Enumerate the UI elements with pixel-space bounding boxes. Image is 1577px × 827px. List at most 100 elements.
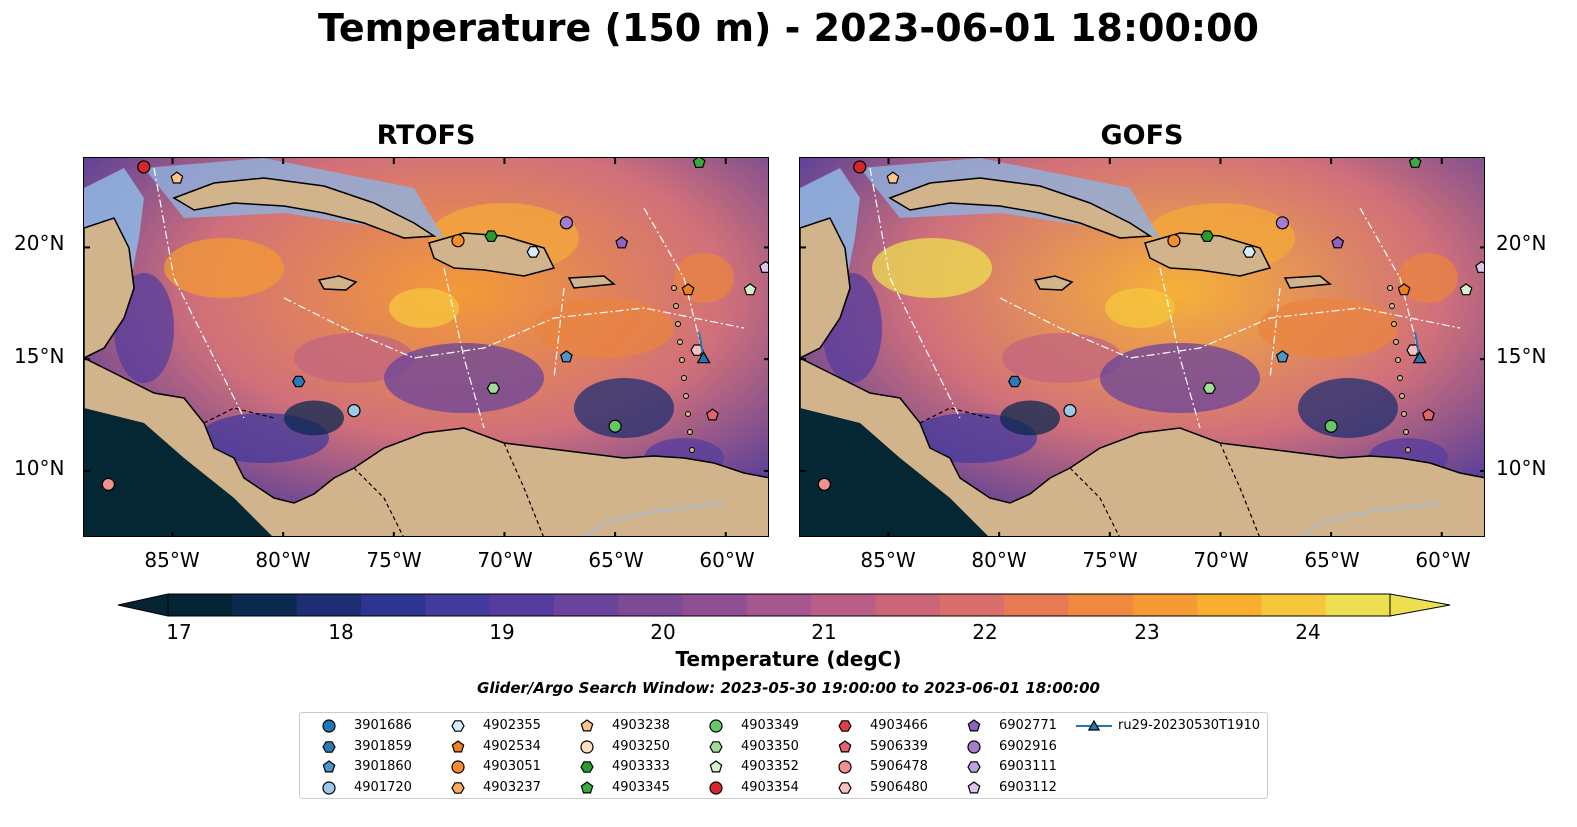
float-4901720-marker bbox=[347, 403, 361, 418]
legend-label: 4902534 bbox=[483, 738, 541, 754]
legend-pentagon-icon bbox=[709, 760, 723, 773]
legend-label: 4903250 bbox=[612, 738, 670, 754]
legend-label: 6903112 bbox=[999, 779, 1057, 795]
colorbar-segment bbox=[425, 594, 491, 616]
legend-hexagon-icon bbox=[451, 720, 465, 732]
colorbar-segment bbox=[1132, 594, 1198, 616]
float-5906478-marker bbox=[817, 477, 831, 491]
colorbar-tick-24: 24 bbox=[1295, 620, 1321, 644]
lon-label-80w: 80°W bbox=[971, 548, 1027, 572]
gofs-map[interactable] bbox=[799, 157, 1485, 537]
legend-pentagon-icon bbox=[838, 739, 852, 752]
rtofs-map[interactable] bbox=[83, 157, 769, 537]
colorbar-tick-20: 20 bbox=[650, 620, 676, 644]
cuba-land bbox=[172, 177, 437, 239]
temperature-patch bbox=[574, 378, 674, 438]
legend-hexagon-icon bbox=[580, 761, 594, 773]
antilles-island bbox=[681, 375, 687, 381]
colorbar-tick-21: 21 bbox=[811, 620, 837, 644]
legend-label: 4903354 bbox=[741, 779, 799, 795]
float-5906478-marker bbox=[101, 477, 115, 491]
pacific-ocean bbox=[800, 408, 988, 536]
legend-label: 4903466 bbox=[870, 718, 928, 733]
legend-label: 3901860 bbox=[354, 759, 412, 774]
colorbar-segment bbox=[875, 594, 941, 616]
float-6903112-marker bbox=[1475, 260, 1484, 274]
float-3901860-marker bbox=[1275, 350, 1289, 363]
jamaica-land bbox=[317, 275, 358, 291]
float-4903333-marker bbox=[484, 230, 498, 243]
rtofs-panel-title: RTOFS bbox=[376, 120, 476, 151]
temperature-colorbar bbox=[117, 593, 1451, 617]
float-4902534-marker bbox=[1397, 283, 1411, 296]
temperature-patch bbox=[534, 298, 674, 358]
legend-label: 4903345 bbox=[612, 779, 670, 795]
central-south-america-land bbox=[84, 357, 768, 536]
legend-hexagon-icon bbox=[451, 781, 465, 794]
lat-label-left-10n: 10°N bbox=[14, 456, 65, 480]
antilles-island bbox=[1403, 429, 1409, 435]
float-4903345-marker bbox=[1408, 158, 1422, 168]
legend-label: 4903352 bbox=[741, 759, 799, 774]
antilles-island bbox=[1397, 375, 1403, 381]
legend-label: 4903238 bbox=[612, 718, 670, 733]
legend-label: 6902771 bbox=[999, 718, 1057, 733]
antilles-island bbox=[1391, 321, 1397, 327]
antilles-island bbox=[689, 447, 695, 453]
colorbar-title: Temperature (degC) bbox=[675, 647, 902, 671]
colorbar-segment bbox=[232, 594, 298, 616]
legend-circle-icon bbox=[580, 739, 594, 754]
lon-label-85w: 85°W bbox=[860, 548, 916, 572]
eez-boundary bbox=[869, 167, 1461, 429]
lon-label-75w: 75°W bbox=[1082, 548, 1138, 572]
float-4903051-marker bbox=[451, 234, 465, 248]
antilles-island bbox=[675, 321, 681, 327]
colorbar-segment bbox=[682, 594, 748, 616]
temperature-patch bbox=[674, 253, 734, 303]
float-4903352-marker bbox=[1459, 283, 1473, 296]
temperature-patch bbox=[1002, 333, 1122, 383]
legend-hexagon-icon bbox=[322, 740, 336, 753]
legend-pentagon-icon bbox=[967, 780, 981, 793]
cuba-land bbox=[888, 177, 1153, 239]
colorbar-segment bbox=[553, 594, 619, 616]
legend-circle-icon bbox=[838, 760, 852, 774]
legend-label: ru29-20230530T1910 bbox=[1118, 718, 1261, 733]
colorbar-segment bbox=[618, 594, 684, 616]
colorbar-tick-18: 18 bbox=[328, 620, 354, 644]
lon-label-80w: 80°W bbox=[255, 548, 311, 572]
colorbar-segment bbox=[1261, 594, 1327, 616]
legend-circle-icon bbox=[322, 719, 336, 733]
antilles-island bbox=[671, 285, 677, 291]
colorbar-tick-17: 17 bbox=[166, 620, 192, 644]
colorbar-segment bbox=[1197, 594, 1262, 616]
river bbox=[1301, 502, 1441, 536]
lon-label-70w: 70°W bbox=[477, 548, 533, 572]
legend-label: 4903349 bbox=[741, 718, 799, 733]
antilles-island bbox=[685, 411, 691, 417]
float-4902355-marker bbox=[526, 246, 540, 258]
temperature-patch bbox=[384, 343, 544, 413]
colorbar-segment bbox=[1068, 594, 1134, 616]
float-4903350-marker bbox=[486, 382, 501, 394]
temperature-patch bbox=[284, 400, 344, 436]
jamaica-land bbox=[1033, 275, 1074, 291]
float-4901720-marker bbox=[1063, 403, 1077, 418]
lon-label-60w: 60°W bbox=[699, 548, 755, 572]
float-6902916-marker bbox=[559, 216, 574, 230]
legend-hexagon-icon bbox=[838, 720, 852, 732]
lon-label-70w: 70°W bbox=[1193, 548, 1249, 572]
legend-hexagon-icon bbox=[709, 740, 723, 753]
colorbar-segment bbox=[1325, 594, 1391, 616]
temperature-patch bbox=[1105, 288, 1175, 328]
colorbar-segment bbox=[939, 594, 1005, 616]
country-border bbox=[919, 407, 1260, 536]
temperature-patch bbox=[1258, 298, 1398, 358]
legend-pentagon-icon bbox=[580, 780, 594, 793]
colorbar-segment bbox=[489, 594, 555, 616]
legend-label: 4901720 bbox=[354, 779, 412, 795]
legend-circle-icon bbox=[967, 739, 981, 754]
colorbar-max-extend bbox=[1389, 593, 1451, 617]
float-4902534-marker bbox=[681, 283, 695, 296]
colorbar-segment bbox=[168, 594, 233, 616]
